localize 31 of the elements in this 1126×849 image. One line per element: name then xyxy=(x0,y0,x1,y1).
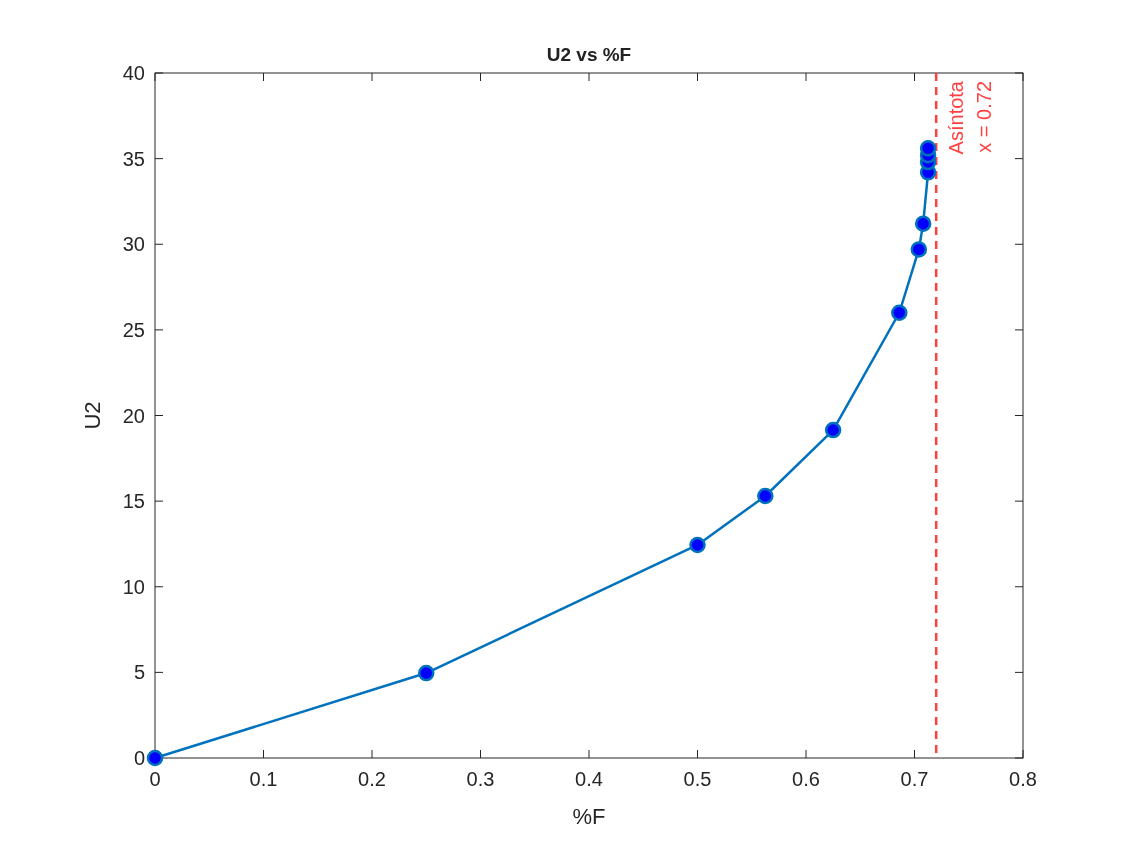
y-tick-label: 5 xyxy=(133,661,145,684)
chart-title: U2 vs %F xyxy=(546,44,632,65)
point xyxy=(891,304,908,321)
y-tick-label: 40 xyxy=(122,62,145,84)
y-tick-label: 15 xyxy=(122,490,145,513)
x-tick-label: 0.1 xyxy=(249,768,278,790)
y-tick-label: 35 xyxy=(122,147,145,170)
ref-line-label: Asíntota x = 0.72 xyxy=(945,80,996,155)
x-tick-label: 0.5 xyxy=(683,768,712,790)
y-tick-label: 0 xyxy=(133,747,145,769)
point xyxy=(689,536,706,554)
y-tick-label: 25 xyxy=(122,318,145,341)
y-axis-title: U2 xyxy=(80,401,105,430)
point xyxy=(919,140,937,157)
x-tick-label: 0.3 xyxy=(466,768,495,790)
point xyxy=(418,664,435,682)
x-tick-label: 0.8 xyxy=(1009,768,1037,790)
x-tick-label: 0.6 xyxy=(792,768,820,790)
y-tick-label: 10 xyxy=(122,575,145,598)
point xyxy=(910,241,928,258)
y-tick-label: 30 xyxy=(122,233,145,256)
point xyxy=(824,421,842,439)
point xyxy=(146,749,164,767)
x-tick-label: 0.7 xyxy=(900,768,929,790)
y-tick-label: 20 xyxy=(122,404,145,427)
x-tick-label: 0.2 xyxy=(358,768,386,790)
x-tick-label: 0.4 xyxy=(575,768,603,790)
point xyxy=(757,487,774,505)
x-tick-label: 0 xyxy=(149,768,161,790)
point xyxy=(914,215,932,232)
x-axis-title: %F xyxy=(572,804,606,829)
